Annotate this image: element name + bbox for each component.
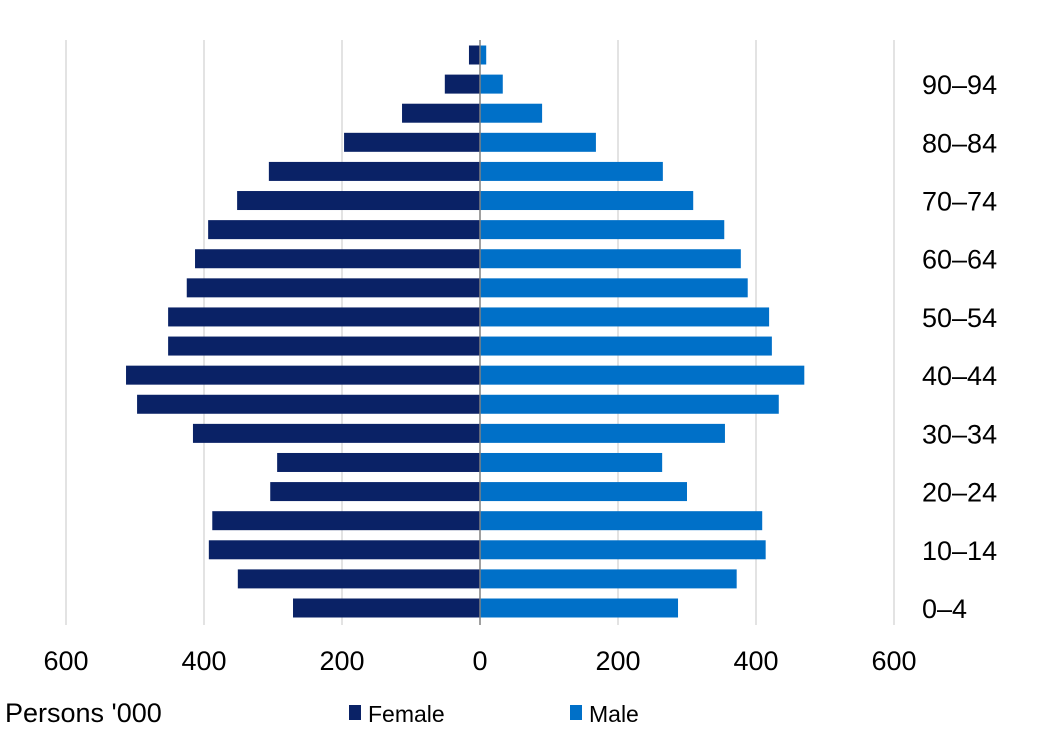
bar-male bbox=[480, 423, 725, 443]
legend-swatch-male bbox=[570, 705, 582, 720]
bar-female bbox=[168, 336, 480, 356]
legend-label-female: Female bbox=[368, 701, 445, 727]
bar-female bbox=[126, 365, 480, 385]
bar-female bbox=[270, 482, 480, 502]
bar-female bbox=[344, 132, 480, 152]
bar-male bbox=[480, 278, 748, 298]
x-tick-label: 600 bbox=[871, 646, 916, 676]
legend-label-male: Male bbox=[589, 701, 639, 727]
bar-male bbox=[480, 74, 503, 94]
age-group-label: 40–44 bbox=[922, 361, 997, 391]
bar-female bbox=[137, 394, 480, 414]
bars bbox=[126, 45, 805, 618]
x-tick-label: 200 bbox=[595, 646, 640, 676]
bar-male bbox=[480, 569, 737, 589]
bar-female bbox=[468, 45, 480, 65]
bar-male bbox=[480, 598, 679, 618]
age-group-label: 50–54 bbox=[922, 303, 997, 333]
bar-female bbox=[237, 569, 480, 589]
x-tick-label: 600 bbox=[43, 646, 88, 676]
bar-male bbox=[480, 452, 663, 472]
bar-female bbox=[186, 278, 480, 298]
age-group-label: 60–64 bbox=[922, 245, 997, 275]
bar-female bbox=[208, 220, 480, 240]
bar-male bbox=[480, 511, 763, 531]
bar-female bbox=[195, 249, 480, 269]
bar-female bbox=[237, 191, 480, 211]
bar-male bbox=[480, 394, 779, 414]
age-group-label: 20–24 bbox=[922, 478, 997, 508]
x-axis-label: Persons '000 bbox=[5, 698, 162, 728]
x-tick-label: 0 bbox=[472, 646, 487, 676]
bar-male bbox=[480, 45, 487, 65]
bar-male bbox=[480, 540, 766, 560]
age-group-label: 80–84 bbox=[922, 128, 997, 158]
bar-male bbox=[480, 103, 543, 123]
bar-male bbox=[480, 161, 663, 181]
age-group-label: 10–14 bbox=[922, 536, 997, 566]
age-group-labels: 0–4 10–14 20–24 30–34 40–44 50–54 60–64 70–74 80… bbox=[922, 70, 997, 624]
age-group-label: 90–94 bbox=[922, 70, 997, 100]
bar-male bbox=[480, 307, 770, 327]
bar-female bbox=[208, 540, 480, 560]
bar-male bbox=[480, 482, 687, 502]
x-tick-label: 400 bbox=[733, 646, 778, 676]
bar-female bbox=[293, 598, 480, 618]
bar-female bbox=[268, 161, 480, 181]
age-group-label: 0–4 bbox=[922, 594, 967, 624]
bar-female bbox=[212, 511, 480, 531]
bar-female bbox=[168, 307, 480, 327]
bar-female bbox=[444, 74, 480, 94]
bar-female bbox=[277, 452, 480, 472]
gridlines bbox=[65, 40, 895, 625]
legend-swatch-female bbox=[349, 705, 361, 720]
x-tick-label: 400 bbox=[181, 646, 226, 676]
bar-male bbox=[480, 191, 694, 211]
age-group-label: 30–34 bbox=[922, 419, 997, 449]
x-tick-label: 200 bbox=[319, 646, 364, 676]
x-tick-labels: 600 400 200 0 200 400 600 bbox=[43, 646, 916, 676]
bar-male bbox=[480, 220, 725, 240]
bar-male bbox=[480, 365, 805, 385]
age-group-label: 70–74 bbox=[922, 187, 997, 217]
bar-female bbox=[402, 103, 480, 123]
bar-female bbox=[192, 423, 480, 443]
bar-male bbox=[480, 132, 596, 152]
bar-male bbox=[480, 249, 741, 269]
legend: Female Male bbox=[349, 701, 639, 727]
bar-male bbox=[480, 336, 772, 356]
